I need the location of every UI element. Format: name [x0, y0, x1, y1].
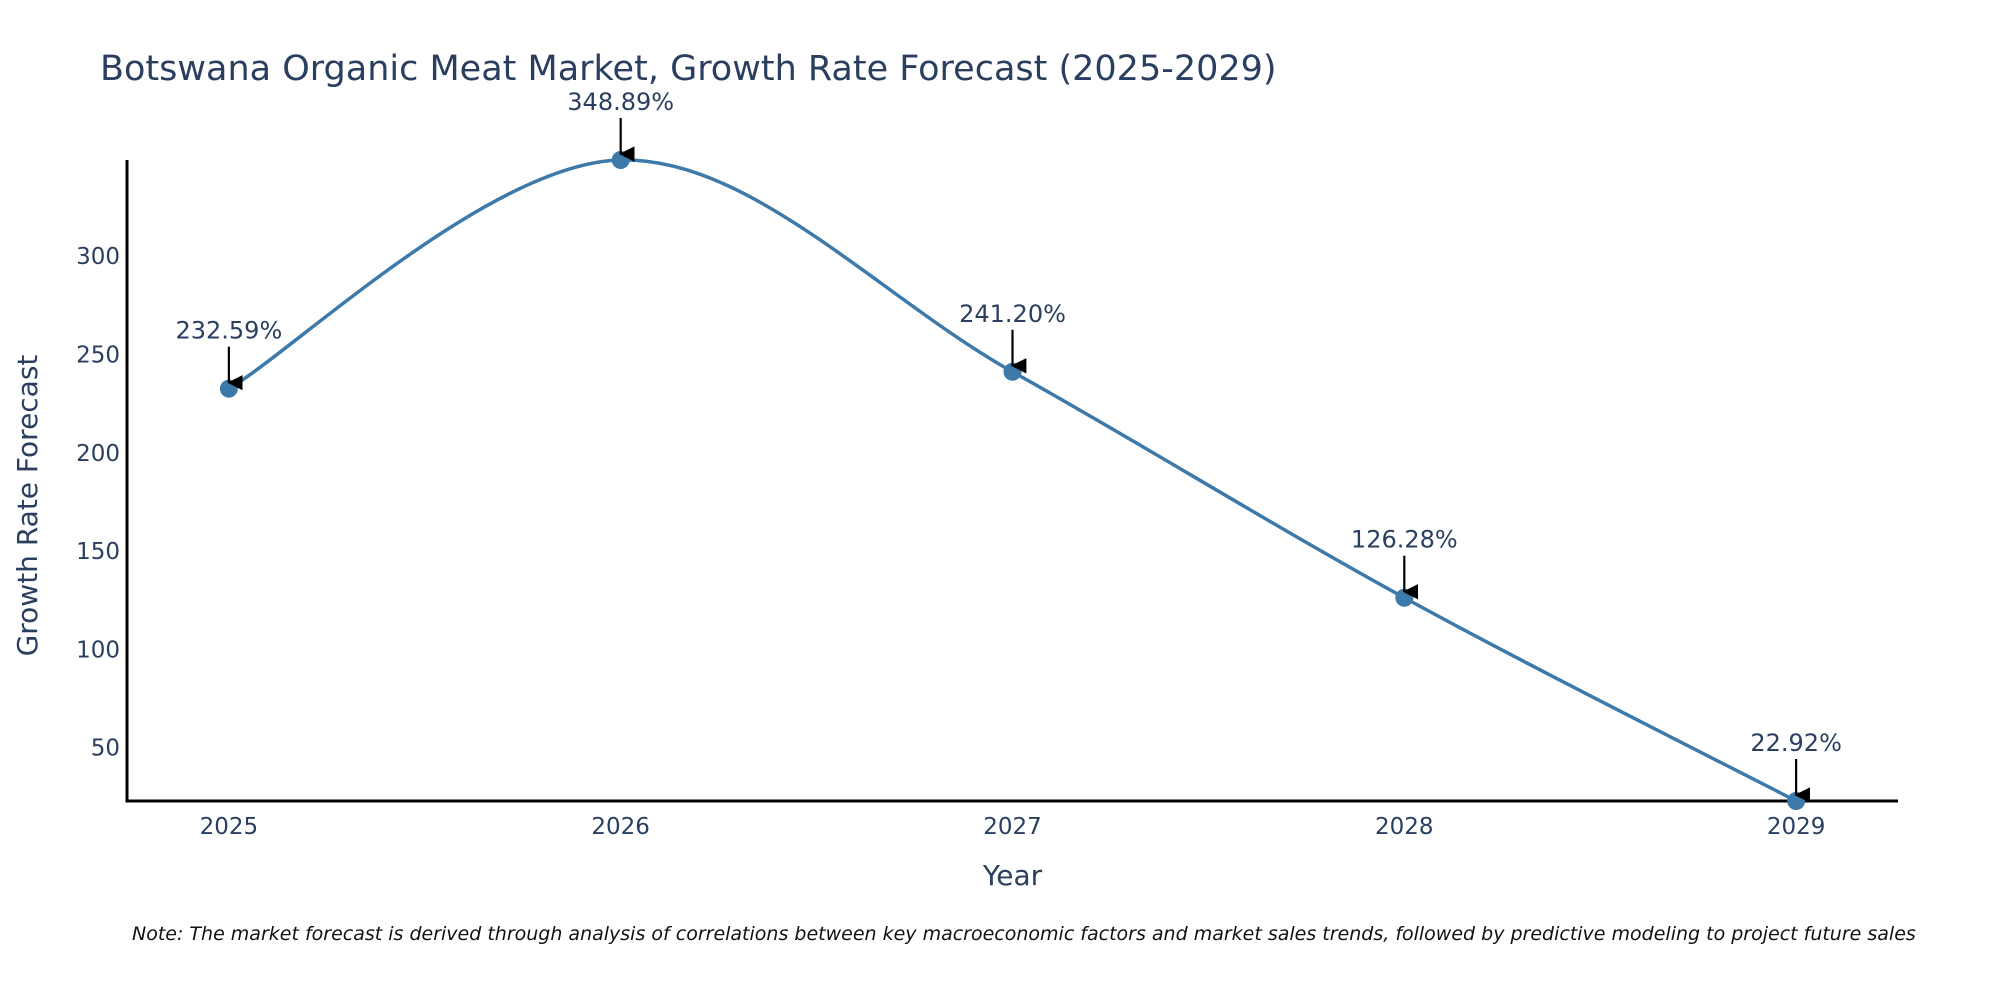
x-tick-label: 2027 — [983, 814, 1042, 840]
data-label: 348.89% — [567, 88, 674, 116]
footnote: Note: The market forecast is derived thr… — [132, 923, 1916, 945]
y-tick-label: 200 — [76, 441, 120, 467]
y-axis-title: Growth Rate Forecast — [11, 355, 44, 657]
x-tick-label: 2025 — [200, 814, 259, 840]
y-tick-labels: 50 100 150 200 250 300 — [76, 244, 120, 762]
x-axis-title: Year — [982, 859, 1043, 892]
series-line — [227, 158, 1797, 803]
y-tick-label: 100 — [76, 637, 120, 663]
data-label: 126.28% — [1351, 526, 1458, 554]
y-tick-label: 150 — [76, 539, 120, 565]
x-tick-label: 2028 — [1375, 814, 1434, 840]
y-tick-label: 300 — [76, 244, 120, 270]
data-label: 241.20% — [959, 300, 1066, 328]
y-tick-label: 50 — [91, 736, 120, 762]
x-tick-label: 2029 — [1767, 814, 1826, 840]
data-annotations: 232.59% 348.89% 241.20% 126.28% 22.92% — [175, 88, 1842, 803]
data-markers — [219, 151, 1806, 810]
data-label: 22.92% — [1750, 729, 1842, 757]
data-label: 232.59% — [175, 317, 282, 345]
chart-title: Botswana Organic Meat Market, Growth Rat… — [100, 49, 1277, 89]
y-tick-label: 250 — [76, 342, 120, 368]
x-tick-label: 2026 — [591, 814, 650, 840]
x-tick-labels: 2025 2026 2027 2028 2029 — [200, 814, 1826, 840]
axes — [125, 160, 1898, 803]
